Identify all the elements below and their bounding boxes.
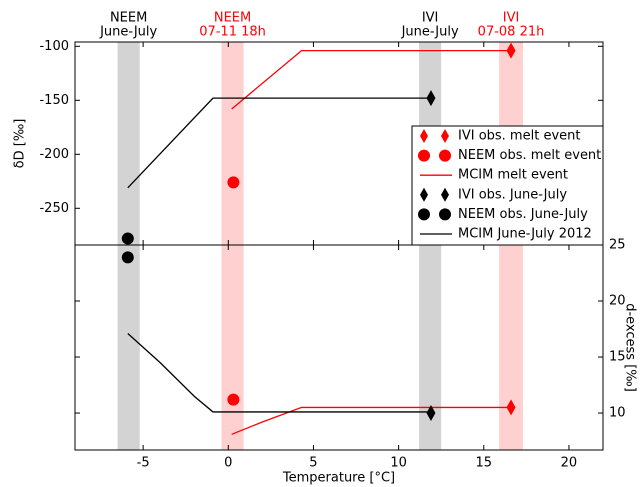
- line: [231, 49, 512, 110]
- y-tick-label: 15: [609, 350, 626, 365]
- band-label: IVI: [422, 11, 439, 26]
- legend-label: IVI obs. melt event: [458, 129, 580, 144]
- y-tick-label: 10: [609, 406, 626, 421]
- band: [221, 42, 244, 450]
- point: [426, 405, 436, 422]
- y-tick-label: -200: [39, 147, 69, 162]
- band-label: 07-11 18h: [199, 25, 266, 40]
- point: [426, 90, 436, 107]
- point: [227, 393, 240, 406]
- x-tick-label: 0: [224, 456, 232, 471]
- point: [121, 232, 134, 245]
- x-tick-label: 10: [390, 456, 407, 471]
- legend-marker: [441, 129, 449, 143]
- band-label: June-July: [99, 25, 157, 40]
- legend-marker: [420, 187, 428, 202]
- legend-marker: [420, 129, 428, 143]
- line: [127, 97, 431, 189]
- line: [127, 333, 431, 413]
- band-label: IVI: [503, 11, 520, 26]
- point: [506, 399, 516, 416]
- y-tick-label: 20: [609, 294, 626, 309]
- legend-marker: [418, 208, 430, 221]
- legend-label: MCIM June-July 2012: [458, 227, 592, 242]
- legend-label: IVI obs. June-July: [458, 187, 567, 202]
- legend-marker: [441, 187, 449, 202]
- point: [121, 251, 134, 264]
- band: [499, 42, 523, 450]
- legend-box: [411, 125, 604, 246]
- x-axis-label: Temperature [°C]: [282, 471, 395, 486]
- band-label: June-July: [401, 25, 459, 40]
- y-axis-label: δD [‰]: [13, 119, 28, 169]
- y-tick-label: 25: [609, 238, 626, 253]
- x-tick-label: 20: [561, 456, 578, 471]
- y-tick-label: -100: [39, 39, 69, 54]
- x-tick-label: -5: [137, 456, 150, 471]
- x-tick-label: 5: [309, 456, 317, 471]
- plot-frame: [74, 244, 604, 451]
- legend-marker: [418, 149, 430, 162]
- band-label: NEEM: [214, 11, 251, 26]
- point: [227, 176, 240, 189]
- y-axis-label: d-excess [‰]: [623, 303, 638, 392]
- x-tick-label: 15: [476, 456, 493, 471]
- legend-label: NEEM obs. melt event: [458, 148, 601, 163]
- legend: IVI obs. melt event NEEM obs. melt event M…: [411, 125, 604, 246]
- y-tick-label: -150: [39, 93, 69, 108]
- band-label: 07-08 21h: [478, 25, 545, 40]
- legend-label: MCIM melt event: [458, 168, 568, 183]
- point: [506, 42, 516, 59]
- legend-marker: [439, 149, 451, 162]
- y-tick-label: -250: [39, 201, 69, 216]
- band-label: NEEM: [110, 11, 147, 26]
- line: [231, 406, 512, 435]
- legend-marker: [439, 208, 451, 221]
- band: [117, 42, 140, 450]
- legend-label: NEEM obs. June-July: [458, 207, 588, 222]
